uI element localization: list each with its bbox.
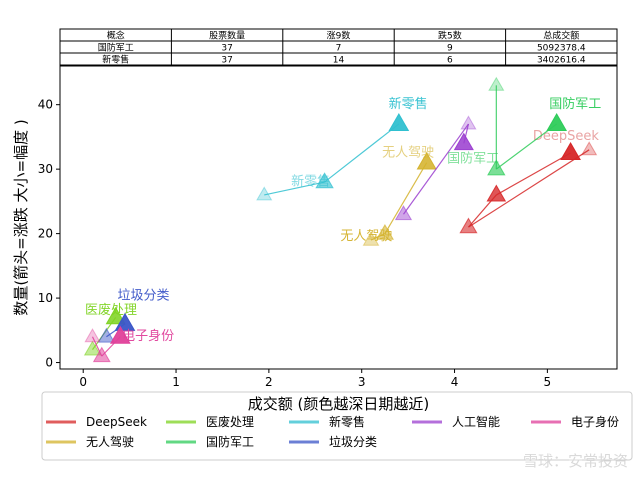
series-annotation: 医废处理 [85, 302, 137, 318]
series-line [324, 123, 400, 183]
x-tick-label: 1 [172, 375, 180, 389]
legend-label: DeepSeek [86, 415, 147, 429]
data-point [460, 115, 477, 130]
data-point [459, 217, 478, 234]
series-电子身份: 电子身份 [84, 325, 174, 363]
plot-area: DeepSeek无人驾驶无人驾驶医废处理国防军工国防军工新零售新零售垃圾分类电子… [83, 76, 601, 363]
series-annotation: 无人驾驶 [382, 145, 434, 160]
data-point [92, 346, 111, 363]
series-垃圾分类: 垃圾分类 [97, 288, 170, 343]
data-point [256, 186, 273, 201]
y-tick-label: 10 [38, 291, 53, 305]
legend-title: 成交额 (颜色越深日期越近) [248, 395, 429, 413]
table-cell: 6 [447, 56, 453, 66]
legend-label: 电子身份 [571, 414, 619, 429]
series-annotation: 国防军工 [549, 96, 601, 112]
series-line [495, 123, 558, 170]
table-cell: 37 [221, 56, 232, 66]
table-cell: 国防军工 [98, 42, 134, 54]
data-point [83, 340, 102, 356]
table-cell: 37 [221, 44, 232, 54]
series-line [384, 162, 428, 234]
x-tick-label: 2 [265, 375, 273, 389]
series-annotation: 电子身份 [122, 328, 174, 344]
x-tick-label: 4 [451, 375, 459, 389]
legend-label: 垃圾分类 [329, 434, 377, 449]
table-cell: 新零售 [102, 54, 129, 66]
series-DeepSeek: DeepSeek [459, 129, 600, 234]
data-point [315, 172, 334, 189]
data-point [97, 327, 116, 343]
legend-label: 医废处理 [206, 414, 254, 429]
table-header-cell: 跌5数 [438, 30, 462, 42]
series-annotation: 新零售 [291, 173, 330, 189]
data-point [362, 231, 380, 246]
y-tick-label: 20 [38, 227, 53, 241]
y-axis-title: 数量(箭头=涨跌 大小=幅度 ) [12, 119, 30, 315]
y-tick-label: 30 [38, 162, 53, 176]
table-cell: 5092378.4 [537, 44, 586, 54]
table-cell: 14 [333, 56, 345, 66]
series-annotation: 国防军工 [447, 151, 499, 167]
legend-label: 人工智能 [452, 414, 500, 429]
plot-frame [59, 65, 618, 370]
table-header-cell: 股票数量 [209, 30, 245, 42]
table-cell: 9 [447, 44, 453, 54]
data-point [375, 223, 394, 240]
table-header-cell: 总成交额 [543, 30, 579, 42]
table-cell: 7 [336, 44, 342, 54]
data-point [84, 328, 101, 343]
x-tick-label: 0 [79, 375, 87, 389]
series-annotation: 无人驾驶 [340, 229, 392, 244]
table-header-cell: 概念 [107, 30, 125, 42]
table-cell: 3402616.4 [537, 56, 586, 66]
x-tick-label: 5 [544, 375, 552, 389]
data-point [546, 113, 568, 132]
series-annotation: 新零售 [389, 96, 428, 112]
y-tick-label: 0 [45, 356, 53, 370]
series-annotation: 垃圾分类 [118, 288, 170, 303]
legend-label: 无人驾驶 [86, 434, 134, 449]
data-point [488, 76, 505, 91]
data-point [560, 142, 581, 161]
data-point [416, 151, 437, 170]
data-point [388, 113, 410, 132]
series-annotation: DeepSeek [533, 129, 600, 144]
legend-label: 国防军工 [206, 434, 254, 449]
data-point [581, 141, 598, 156]
data-point [486, 184, 507, 202]
series-line [264, 181, 325, 196]
y-tick-label: 40 [38, 98, 53, 112]
series-line [468, 149, 590, 228]
table-border [59, 28, 618, 66]
series-line [496, 152, 571, 196]
legend-label: 新零售 [329, 414, 365, 429]
data-point [105, 306, 126, 325]
watermark: 雪球：安常投资 [523, 452, 628, 470]
data-point [453, 132, 474, 151]
data-point [487, 159, 506, 176]
series-line [402, 123, 469, 215]
data-point [394, 205, 413, 221]
table-header-cell: 涨9数 [327, 30, 351, 42]
data-point [109, 325, 131, 344]
series-人工智能 [394, 115, 477, 221]
x-tick-label: 3 [358, 375, 366, 389]
